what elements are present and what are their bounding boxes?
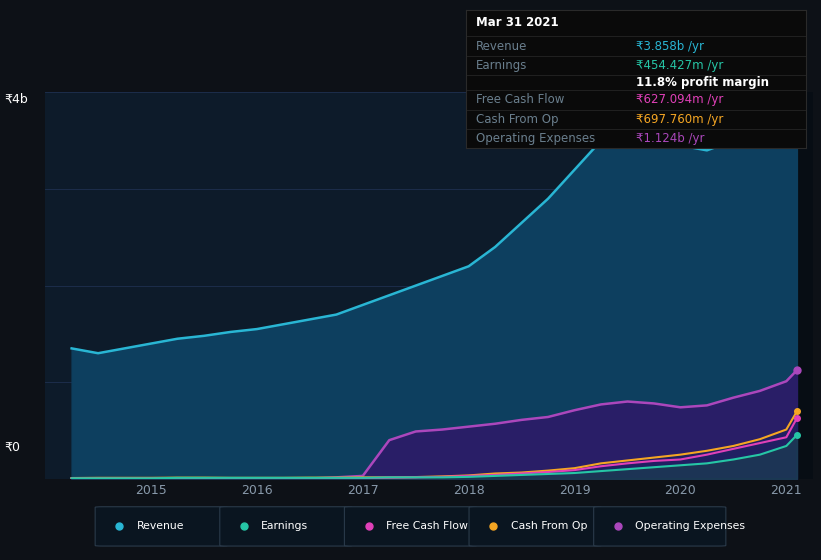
Text: ₹4b: ₹4b — [4, 92, 28, 105]
Text: ₹3.858b /yr: ₹3.858b /yr — [635, 40, 704, 53]
Text: Revenue: Revenue — [475, 40, 527, 53]
Text: Operating Expenses: Operating Expenses — [635, 521, 745, 531]
FancyBboxPatch shape — [345, 507, 476, 546]
Text: ₹627.094m /yr: ₹627.094m /yr — [635, 94, 723, 106]
Text: ₹697.760m /yr: ₹697.760m /yr — [635, 113, 723, 126]
Text: ₹454.427m /yr: ₹454.427m /yr — [635, 59, 723, 72]
FancyBboxPatch shape — [95, 507, 227, 546]
Text: Cash From Op: Cash From Op — [475, 113, 558, 126]
FancyBboxPatch shape — [469, 507, 601, 546]
Text: Earnings: Earnings — [261, 521, 309, 531]
Text: ₹0: ₹0 — [4, 441, 20, 454]
Text: Revenue: Revenue — [136, 521, 184, 531]
Text: Operating Expenses: Operating Expenses — [475, 132, 595, 145]
Text: Mar 31 2021: Mar 31 2021 — [475, 16, 558, 30]
FancyBboxPatch shape — [594, 507, 726, 546]
Text: Earnings: Earnings — [475, 59, 527, 72]
Text: Cash From Op: Cash From Op — [511, 521, 587, 531]
Text: ₹1.124b /yr: ₹1.124b /yr — [635, 132, 704, 145]
Text: Free Cash Flow: Free Cash Flow — [475, 94, 564, 106]
FancyBboxPatch shape — [220, 507, 352, 546]
Bar — [742, 92, 821, 479]
Text: 11.8% profit margin: 11.8% profit margin — [635, 76, 768, 89]
Text: Free Cash Flow: Free Cash Flow — [386, 521, 468, 531]
